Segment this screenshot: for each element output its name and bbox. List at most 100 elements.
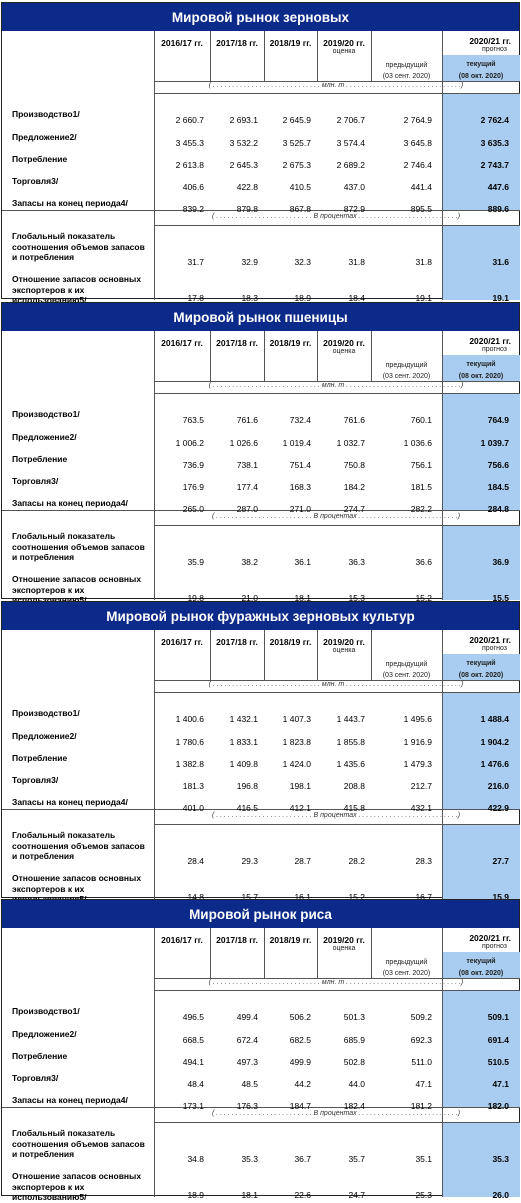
- ratio-cell: 19.8: [187, 593, 204, 603]
- column-header: 2017/18 гг.: [216, 637, 258, 647]
- row-divider: [2, 809, 520, 810]
- column-divider: [317, 630, 318, 680]
- column-header: 2020/21 гг.: [469, 336, 511, 346]
- ratio-cell: 32.9: [241, 257, 258, 267]
- column-header: 2020/21 гг.: [469, 933, 511, 943]
- ratio-cell: 15.2: [348, 892, 365, 902]
- data-cell: 509.1: [487, 1012, 509, 1022]
- row-label: Торговля3/: [12, 176, 59, 186]
- units-row: ( . . . . . . . . . . . . . . . . . . . …: [211, 513, 461, 520]
- ratio-cell: 28.7: [294, 856, 311, 866]
- column-header: 2020/21 гг.: [469, 635, 511, 645]
- data-cell: 182.4: [343, 1101, 365, 1111]
- ratio-cell: 26.0: [492, 1190, 509, 1200]
- column-header: 2017/18 гг.: [216, 935, 258, 945]
- ratio-cell: 25.3: [415, 1190, 432, 1200]
- data-cell: 184.5: [487, 482, 509, 492]
- column-header: 2018/19 гг.: [269, 38, 312, 48]
- data-cell: 47.1: [492, 1079, 509, 1089]
- column-divider: [264, 331, 265, 381]
- data-cell: 2 764.9: [403, 115, 432, 125]
- column-subheader: прогноз: [481, 346, 507, 353]
- column-header: 2018/19 гг.: [269, 338, 312, 348]
- data-cell: 872.9: [343, 204, 365, 214]
- data-cell: 3 455.3: [175, 138, 204, 148]
- row-divider: [154, 225, 520, 226]
- ratio-cell: 38.2: [241, 557, 258, 567]
- row-divider: [154, 93, 520, 94]
- column-divider: [264, 928, 265, 978]
- data-cell: 176.9: [182, 482, 204, 492]
- row-label: Предложение2/: [12, 432, 77, 442]
- column-divider: [154, 680, 155, 809]
- column-subheader: прогноз: [481, 943, 507, 950]
- row-label: Запасы на конец периода4/: [12, 1095, 128, 1105]
- data-cell: 511.0: [411, 1057, 432, 1067]
- data-cell: 284.8: [487, 504, 509, 514]
- row-label: Глобальный показатель соотношения объемо…: [12, 531, 145, 562]
- units-row: ( . . . . . . . . . . . . . . . . . . . …: [208, 382, 464, 389]
- data-cell: 412.1: [289, 803, 311, 813]
- column-header: 2016/17 гг.: [161, 935, 203, 945]
- data-cell: 182.0: [487, 1101, 509, 1111]
- data-cell: 761.6: [343, 415, 365, 425]
- ratio-cell: 28.3: [415, 856, 432, 866]
- column-divider: [264, 630, 265, 680]
- data-cell: 415.8: [343, 803, 365, 813]
- data-cell: 198.1: [289, 781, 311, 791]
- current-forecast-label: текущий: [466, 958, 496, 965]
- data-cell: 184.2: [343, 482, 365, 492]
- data-cell: 2 689.2: [336, 160, 365, 170]
- data-cell: 1 006.2: [175, 438, 204, 448]
- data-cell: 212.7: [410, 781, 432, 791]
- row-divider: [154, 1122, 520, 1123]
- row-label: Потребление: [12, 1051, 68, 1061]
- column-divider: [264, 31, 265, 81]
- data-cell: 173.1: [182, 1101, 204, 1111]
- current-forecast-date: (08 окт. 2020): [458, 970, 504, 977]
- ratio-cell: 16.7: [415, 892, 432, 902]
- market-table: Мировой рынок зерновых 2016/17 гг. 2017/18…: [1, 2, 520, 305]
- units-row: ( . . . . . . . . . . . . . . . . . . . …: [211, 812, 461, 819]
- row-label: Отношение запасов основных экспортеров к…: [12, 1171, 142, 1202]
- row-label: Производство1/: [12, 409, 80, 419]
- row-label: Потребление: [12, 753, 68, 763]
- previous-forecast-label: предыдущий: [385, 62, 428, 69]
- data-cell: 1 039.7: [480, 438, 509, 448]
- data-cell: 196.8: [236, 781, 258, 791]
- data-cell: 1 382.8: [175, 759, 204, 769]
- column-subheader: оценка: [332, 348, 356, 355]
- data-cell: 502.8: [343, 1057, 365, 1067]
- ratio-cell: 15.9: [492, 892, 509, 902]
- previous-forecast-date: (03 сент. 2020): [382, 373, 431, 380]
- data-cell: 1 409.8: [229, 759, 258, 769]
- current-forecast-highlight: [442, 55, 520, 82]
- data-cell: 1 407.3: [282, 714, 311, 724]
- ratio-cell: 32.3: [294, 257, 311, 267]
- row-label: Отношение запасов основных экспортеров к…: [12, 574, 142, 605]
- data-cell: 2 645.9: [282, 115, 311, 125]
- row-label: Запасы на конец периода4/: [12, 498, 128, 508]
- column-header: 2018/19 гг.: [269, 935, 312, 945]
- column-divider: [154, 381, 155, 510]
- row-label: Торговля3/: [12, 476, 59, 486]
- column-divider: [154, 331, 155, 381]
- ratio-cell: 36.6: [415, 557, 432, 567]
- data-cell: 499.4: [236, 1012, 258, 1022]
- table-title: Мировой рынок риса: [2, 900, 519, 928]
- data-cell: 282.2: [410, 504, 432, 514]
- row-divider: [2, 1107, 520, 1108]
- data-cell: 216.0: [487, 781, 509, 791]
- column-divider: [210, 630, 211, 680]
- data-cell: 1 019.4: [282, 438, 311, 448]
- ratio-cell: 15.3: [348, 593, 365, 603]
- column-header: 2016/17 гг.: [161, 338, 203, 348]
- ratio-cell: 18.3: [241, 293, 258, 303]
- data-cell: 287.0: [236, 504, 258, 514]
- current-forecast-highlight: [442, 525, 520, 600]
- data-cell: 441.4: [410, 182, 432, 192]
- row-label: Потребление: [12, 154, 68, 164]
- column-subheader: оценка: [332, 945, 356, 952]
- current-forecast-label: текущий: [466, 660, 496, 667]
- column-divider: [154, 978, 155, 1107]
